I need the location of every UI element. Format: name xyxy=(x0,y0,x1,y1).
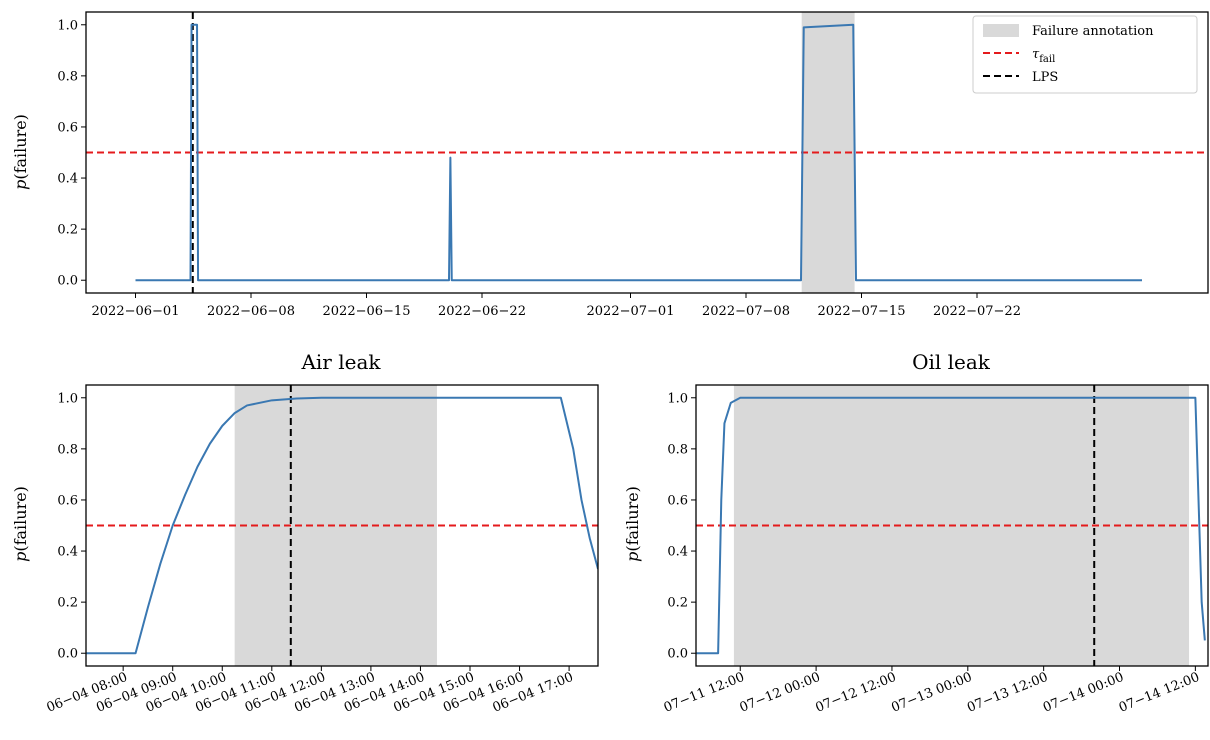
legend-threshold-label: τfail xyxy=(1032,47,1055,65)
y-tick-label: 0.6 xyxy=(667,493,688,508)
y-tick-label: 0.4 xyxy=(667,545,688,560)
series-line xyxy=(696,396,1206,655)
x-tick-label: 2022−07−01 xyxy=(587,304,675,319)
x-tick-label: 2022−06−01 xyxy=(92,304,180,319)
x-tick-label: 2022−07−08 xyxy=(702,304,790,319)
chart-title: Air leak xyxy=(300,350,381,374)
legend-lps-label: LPS xyxy=(1032,70,1058,85)
x-axis: 2022−06−01 2022−06−08 2022−06−15 2022−06−22… xyxy=(92,293,1021,319)
y-tick-label: 1.0 xyxy=(667,391,688,406)
plot-frame xyxy=(85,11,1209,294)
legend: Failure annotation τfail LPS xyxy=(972,15,1198,94)
y-axis-label: p(failure) xyxy=(11,486,30,562)
y-axis: 0.0 0.2 0.4 0.6 0.8 1.0 xyxy=(57,391,86,662)
series-line xyxy=(86,396,598,655)
x-tick-label: 07−12 00:00 xyxy=(738,670,823,716)
y-tick-label: 0.2 xyxy=(57,223,78,238)
y-axis: 0.0 0.2 0.4 0.6 0.8 1.0 xyxy=(667,391,696,662)
y-tick-label: 0.0 xyxy=(57,647,78,662)
y-tick-label: 0.4 xyxy=(57,545,78,560)
series-path-0 xyxy=(135,23,1142,282)
y-tick-label: 1.0 xyxy=(57,391,78,406)
series-line xyxy=(135,23,1142,282)
x-tick-label: 2022−07−15 xyxy=(818,304,906,319)
y-axis-label: p(failure) xyxy=(11,114,30,190)
y-tick-label: 0.0 xyxy=(57,274,78,289)
y-tick-label: 1.0 xyxy=(57,18,78,33)
x-tick-label: 07−13 00:00 xyxy=(889,670,974,716)
y-tick-label: 0.6 xyxy=(57,120,78,135)
y-tick-label: 0.8 xyxy=(57,442,78,457)
x-tick-label: 07−14 00:00 xyxy=(1041,670,1126,716)
y-tick-label: 0.2 xyxy=(57,596,78,611)
legend-box xyxy=(972,15,1198,94)
x-tick-label: 07−11 12:00 xyxy=(662,670,747,716)
series-path-0 xyxy=(86,396,598,655)
y-tick-label: 0.8 xyxy=(667,442,688,457)
plot-frame xyxy=(695,384,1209,667)
y-tick-label: 0.4 xyxy=(57,172,78,187)
x-tick-label: 2022−06−22 xyxy=(438,304,526,319)
y-axis: 0.0 0.2 0.4 0.6 0.8 1.0 xyxy=(57,18,86,289)
legend-annotation-label: Failure annotation xyxy=(1032,24,1154,39)
x-tick-label: 2022−06−08 xyxy=(207,304,295,319)
y-axis-label: p(failure) xyxy=(623,486,642,562)
plot-frame xyxy=(85,384,599,667)
y-tick-label: 0.6 xyxy=(57,493,78,508)
y-tick-label: 0.8 xyxy=(57,69,78,84)
y-tick-label: 0.0 xyxy=(667,647,688,662)
x-tick-label: 07−13 12:00 xyxy=(965,670,1050,716)
x-tick-label: 2022−07−22 xyxy=(933,304,1021,319)
y-tick-label: 0.2 xyxy=(667,596,688,611)
overview-chart: 0.00.20.40.60.81.0 2022−06−01 2022−06−08 2… xyxy=(11,11,1209,319)
x-tick-label: 07−12 12:00 xyxy=(813,670,898,716)
x-tick-label: 07−14 12:00 xyxy=(1117,670,1202,716)
x-tick-label: 2022−06−15 xyxy=(323,304,411,319)
series-path-0 xyxy=(696,396,1206,655)
chart-title: Oil leak xyxy=(912,350,991,374)
legend-annotation-swatch xyxy=(983,24,1019,37)
